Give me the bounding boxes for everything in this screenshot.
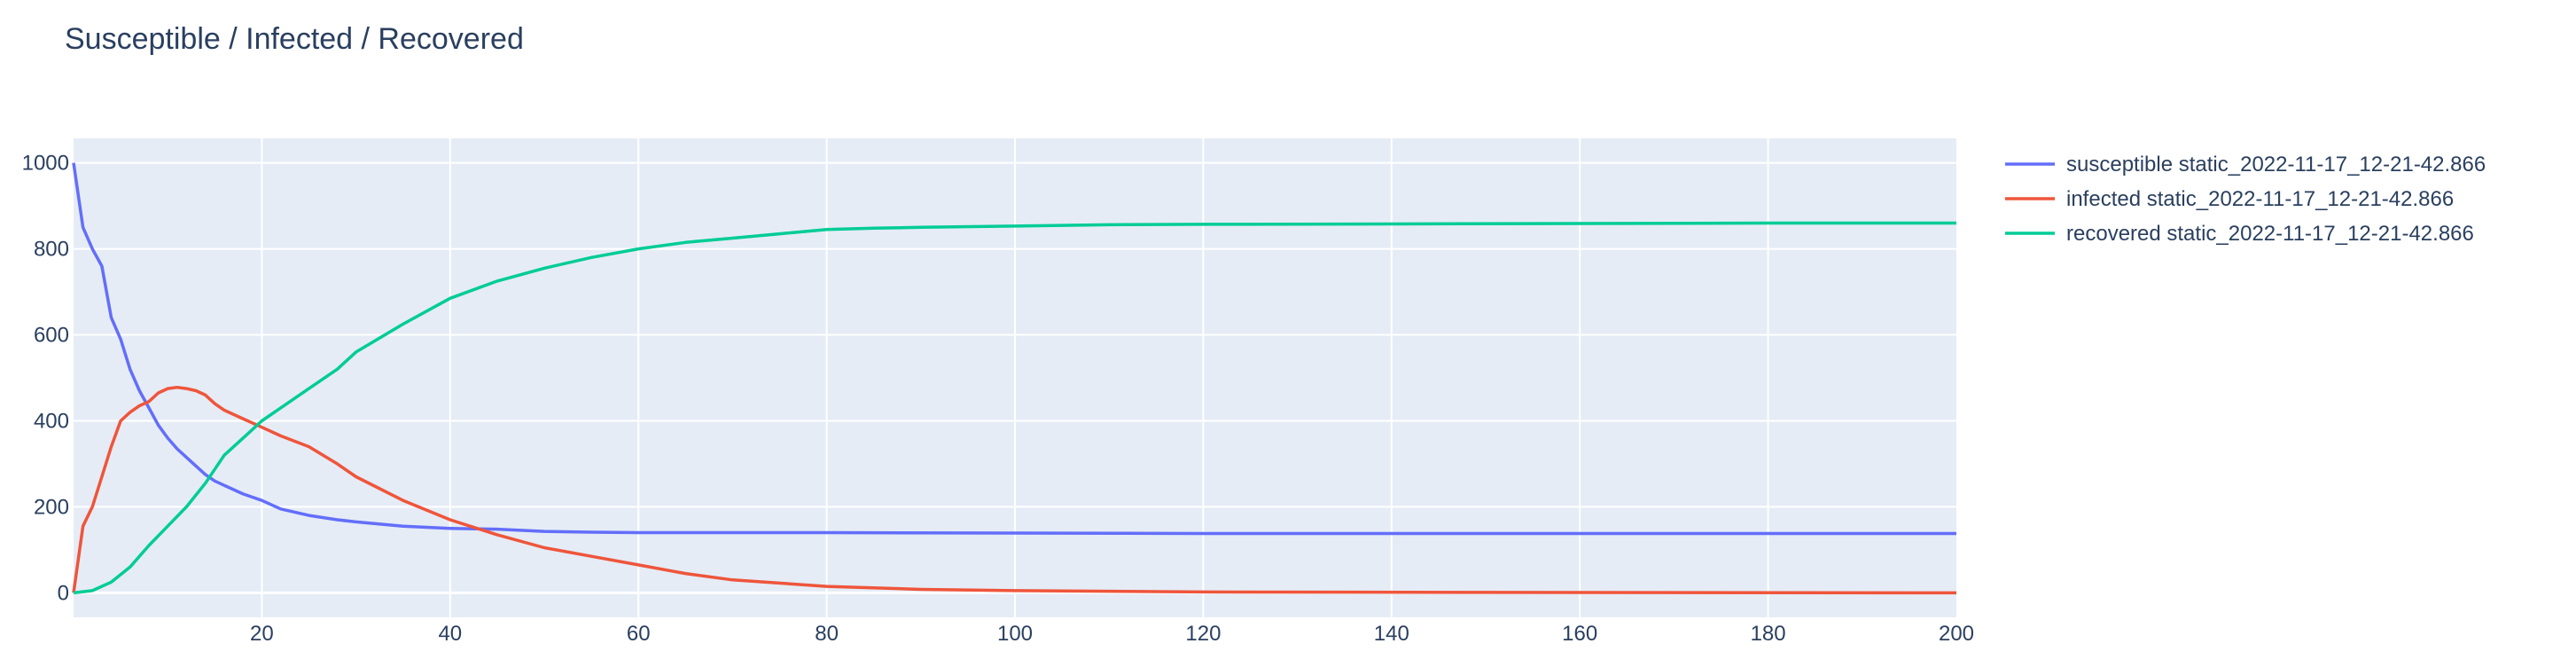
series-line-0[interactable] <box>72 162 1956 536</box>
x-tick-label: 60 <box>627 622 651 646</box>
x-tick-label: 180 <box>1751 622 1786 646</box>
series-lines[interactable] <box>72 162 1957 595</box>
y-tick-label: 800 <box>34 238 69 262</box>
y-axis-ticks: 0 200 400 600 800 1000 <box>22 152 69 606</box>
legend-label-2[interactable]: recovered static_2022-11-17_12-21-42.866 <box>2066 222 2474 246</box>
x-tick-label: 40 <box>438 622 462 646</box>
series-line-1[interactable] <box>72 385 1957 595</box>
x-tick-label: 100 <box>997 622 1033 646</box>
x-axis-ticks: 20 40 60 80 100 120 140 160 180 200 <box>250 622 1974 646</box>
y-tick-label: 1000 <box>22 152 69 176</box>
y-tick-label: 600 <box>34 324 69 348</box>
x-tick-label: 160 <box>1562 622 1597 646</box>
legend-label-0[interactable]: susceptible static_2022-11-17_12-21-42.8… <box>2066 153 2486 177</box>
chart-title: Susceptible / Infected / Recovered <box>65 22 524 56</box>
x-tick-label: 120 <box>1185 622 1221 646</box>
x-tick-label: 80 <box>815 622 839 646</box>
y-tick-label: 0 <box>58 581 69 605</box>
y-tick-label: 400 <box>34 409 69 433</box>
series-line-2[interactable] <box>73 221 1956 595</box>
y-tick-label: 200 <box>34 495 69 519</box>
legend[interactable]: susceptible static_2022-11-17_12-21-42.8… <box>2005 153 2486 246</box>
x-tick-label: 20 <box>250 622 274 646</box>
x-tick-label: 140 <box>1374 622 1409 646</box>
legend-label-1[interactable]: infected static_2022-11-17_12-21-42.866 <box>2066 187 2454 211</box>
x-tick-label: 200 <box>1939 622 1974 646</box>
